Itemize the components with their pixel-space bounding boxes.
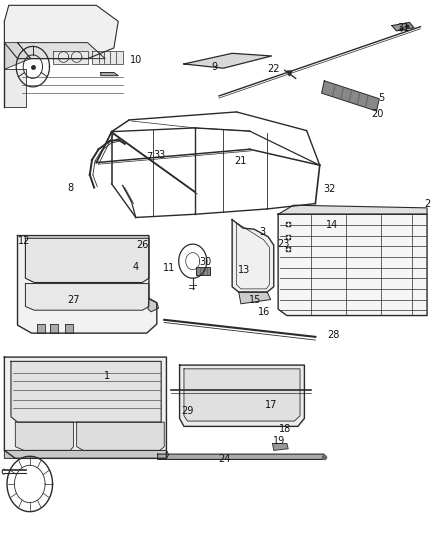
Text: 2: 2 [424, 199, 430, 208]
Text: 28: 28 [328, 330, 340, 340]
Polygon shape [15, 422, 74, 450]
Polygon shape [37, 324, 45, 333]
Polygon shape [392, 22, 414, 31]
Text: 19: 19 [273, 436, 286, 446]
Text: 8: 8 [67, 183, 73, 192]
Text: 14: 14 [326, 221, 338, 230]
Text: 33: 33 [154, 150, 166, 159]
Text: 13: 13 [238, 265, 251, 275]
Text: 31: 31 [397, 23, 409, 33]
Text: 29: 29 [181, 407, 194, 416]
Polygon shape [148, 298, 159, 312]
Text: 18: 18 [279, 424, 292, 434]
Text: 9: 9 [212, 62, 218, 71]
Text: 21: 21 [234, 156, 246, 166]
Polygon shape [25, 284, 149, 310]
Polygon shape [278, 214, 427, 316]
Polygon shape [239, 292, 271, 304]
Text: 12: 12 [18, 236, 30, 246]
Polygon shape [184, 53, 272, 68]
Polygon shape [158, 454, 325, 459]
Polygon shape [4, 357, 166, 458]
Polygon shape [4, 450, 169, 458]
Polygon shape [11, 361, 161, 422]
Polygon shape [101, 72, 118, 76]
Polygon shape [18, 43, 105, 59]
Polygon shape [92, 51, 123, 64]
Text: 23: 23 [278, 239, 290, 248]
Text: 22: 22 [268, 64, 280, 74]
Text: 30: 30 [199, 257, 211, 267]
Text: 26: 26 [136, 240, 148, 250]
Polygon shape [232, 220, 274, 292]
Polygon shape [278, 205, 427, 214]
Polygon shape [77, 422, 164, 450]
Text: 16: 16 [258, 307, 270, 317]
Polygon shape [65, 324, 73, 333]
Text: 5: 5 [378, 93, 384, 103]
Text: 20: 20 [371, 109, 384, 118]
Text: 7: 7 [146, 152, 152, 162]
Polygon shape [184, 369, 300, 421]
Text: 15: 15 [249, 295, 261, 304]
Text: 17: 17 [265, 400, 277, 410]
Text: 3: 3 [260, 227, 266, 237]
Text: 1: 1 [104, 371, 110, 381]
Polygon shape [18, 236, 157, 333]
Polygon shape [50, 324, 58, 333]
Polygon shape [4, 69, 26, 107]
Text: 27: 27 [67, 295, 80, 304]
Polygon shape [53, 51, 88, 64]
Polygon shape [321, 81, 379, 111]
Polygon shape [196, 266, 210, 275]
Polygon shape [4, 5, 118, 59]
Text: 24: 24 [218, 455, 230, 464]
Polygon shape [4, 43, 31, 69]
Text: 11: 11 [162, 263, 175, 272]
Polygon shape [25, 238, 149, 282]
Text: 10: 10 [130, 55, 142, 64]
Text: 32: 32 [323, 184, 336, 194]
Polygon shape [272, 443, 288, 450]
Polygon shape [180, 365, 304, 426]
Text: 4: 4 [133, 262, 139, 271]
